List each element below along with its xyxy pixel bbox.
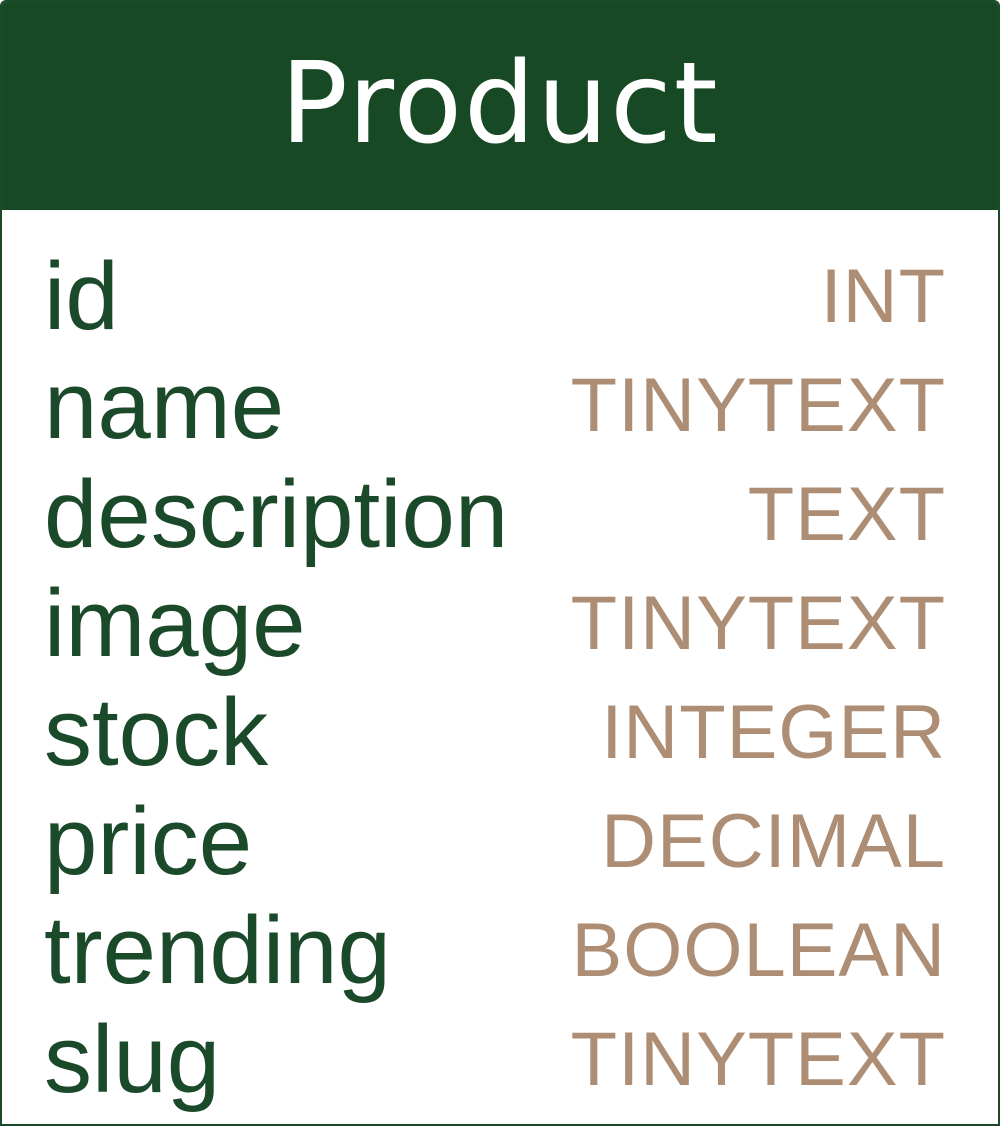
field-row-trending: trending BOOLEAN — [2, 896, 998, 1005]
field-name: description — [44, 461, 509, 568]
field-row-image: image TINYTEXT — [2, 569, 998, 678]
field-name: image — [44, 570, 306, 677]
entity-title: Product — [280, 39, 720, 169]
field-type: DECIMAL — [601, 799, 946, 884]
field-type: INTEGER — [601, 690, 946, 775]
field-row-stock: stock INTEGER — [2, 678, 998, 787]
field-type: TEXT — [747, 472, 946, 557]
entity-header: Product — [2, 2, 998, 210]
field-name: price — [44, 788, 253, 895]
field-type: TINYTEXT — [570, 1017, 946, 1102]
field-name: stock — [44, 679, 269, 786]
field-name: name — [44, 352, 285, 459]
field-list: id INT name TINYTEXT description TEXT im… — [2, 242, 998, 1114]
field-type: BOOLEAN — [571, 908, 946, 993]
field-name: slug — [44, 1006, 221, 1113]
field-row-description: description TEXT — [2, 460, 998, 569]
field-name: id — [44, 243, 119, 350]
field-name: trending — [44, 897, 391, 1004]
field-type: INT — [820, 254, 946, 339]
field-type: TINYTEXT — [570, 363, 946, 448]
field-row-name: name TINYTEXT — [2, 351, 998, 460]
field-row-id: id INT — [2, 242, 998, 351]
field-row-price: price DECIMAL — [2, 787, 998, 896]
field-type: TINYTEXT — [570, 581, 946, 666]
field-row-slug: slug TINYTEXT — [2, 1005, 998, 1114]
